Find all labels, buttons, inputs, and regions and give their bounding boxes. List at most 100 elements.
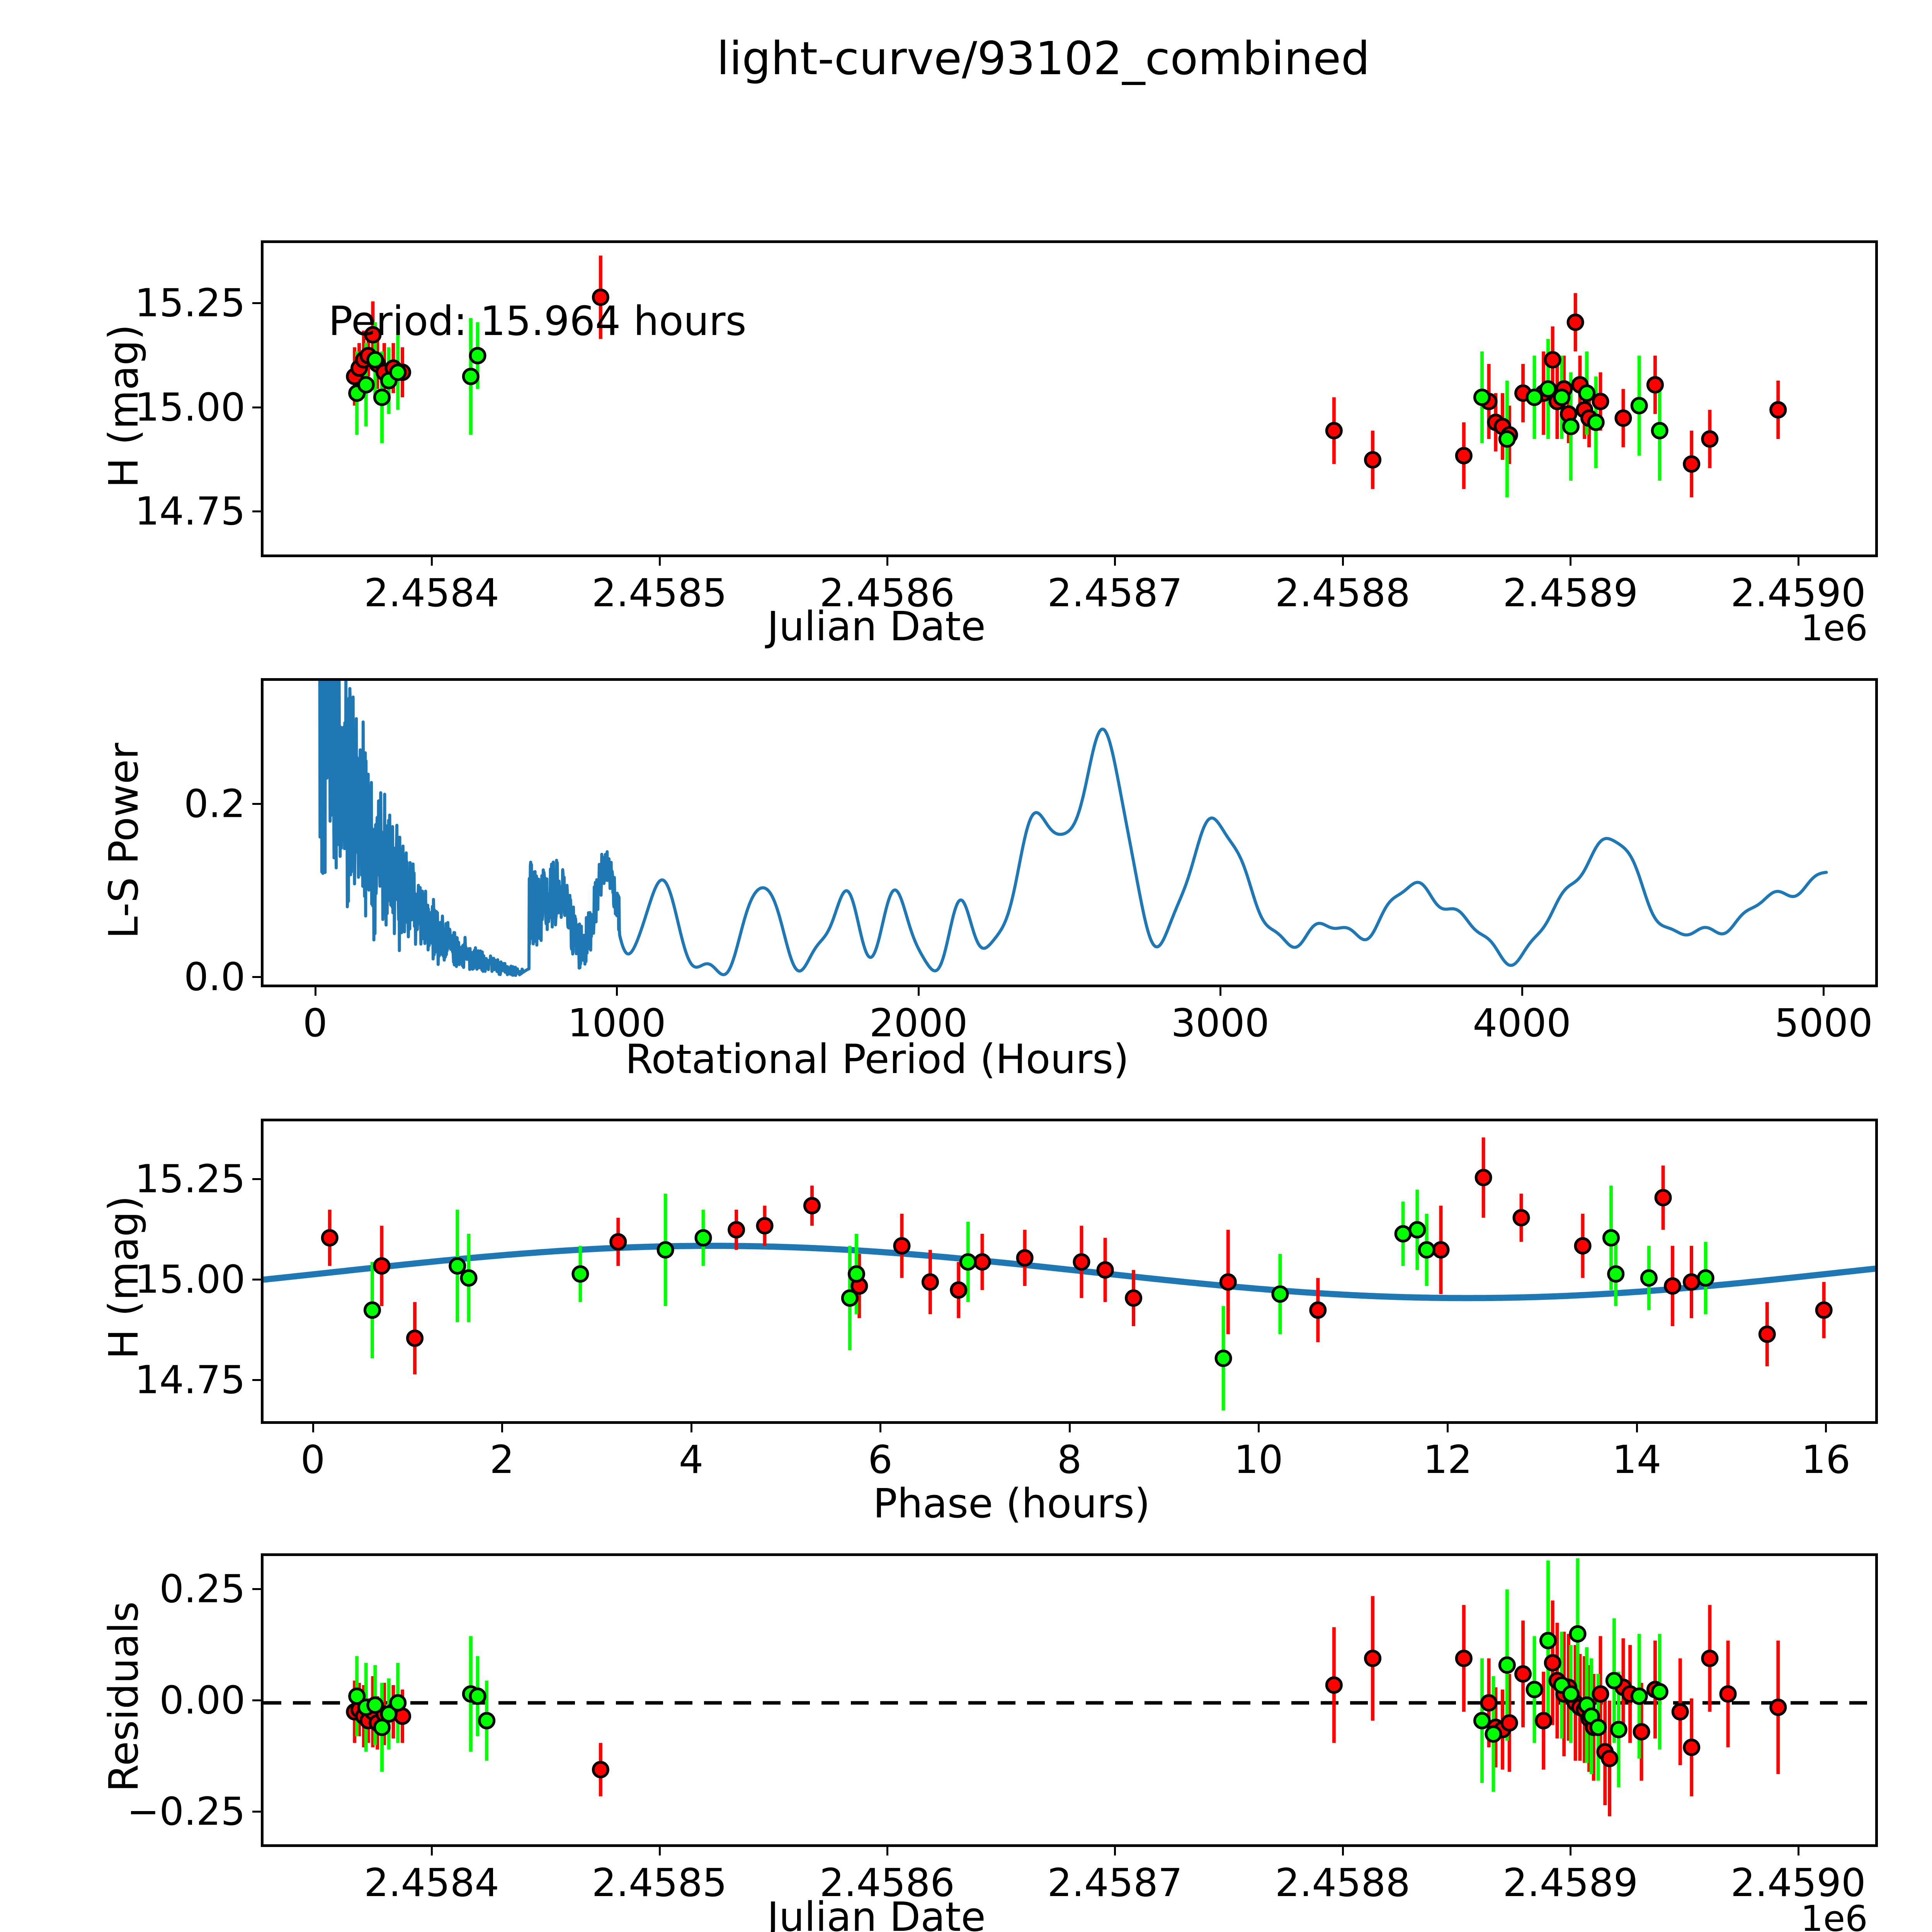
data-point [1364,1650,1382,1667]
panel-residuals-axes [261,1553,1878,1847]
data-point [1500,1714,1518,1732]
data-point [1016,1249,1034,1267]
x-tick-label: 2.4588 [1275,570,1410,616]
y-tick-mark [252,1699,261,1701]
x-tick-label: 6 [868,1437,893,1482]
x-tick-label: 12 [1423,1437,1473,1482]
y-tick-mark [252,1810,261,1813]
data-point [1589,1718,1607,1736]
data-point [1539,1632,1557,1650]
residuals-data-layer [264,1558,1875,1816]
y-tick-mark [252,803,261,805]
x-tick-label: 2.4587 [1047,570,1183,616]
panel-lightcurve [261,240,1878,557]
y-tick-mark [252,406,261,408]
data-point [959,1253,977,1271]
x-tick-label: 2 [490,1437,514,1482]
data-point [373,388,391,406]
data-point [1630,1687,1648,1705]
data-point [1514,1665,1532,1683]
x-tick-label: 2.4589 [1503,1860,1638,1905]
x-tick-mark [1114,557,1116,566]
x-tick-label: 2.4584 [364,1860,500,1905]
x-tick-label: 14 [1612,1437,1662,1482]
data-point [571,1265,589,1283]
data-point [1646,376,1664,394]
data-point [1758,1325,1776,1343]
data-point [478,1712,496,1730]
y-tick-label: 15.00 [134,1257,245,1302]
y-tick-label: 14.75 [134,488,245,534]
x-tick-label: 1000 [568,1000,666,1046]
phasefold-x-axis-label: Phase (hours) [873,1480,1150,1527]
data-point [1325,422,1343,440]
data-point [348,1687,366,1705]
data-point [1614,409,1632,427]
data-point [1325,1676,1343,1694]
data-point [592,1761,609,1779]
data-point [366,1696,384,1714]
x-tick-mark [1342,557,1344,566]
data-point [460,1269,478,1287]
x-tick-mark [1797,557,1799,566]
data-point [973,1253,991,1271]
data-point [592,288,609,306]
data-point [1475,1169,1492,1187]
data-point [1512,1209,1530,1226]
data-point [1394,1225,1412,1243]
data-point [1701,430,1719,448]
data-point [373,1257,391,1275]
data-point [1498,1656,1516,1674]
x-tick-mark [431,557,433,566]
data-point [1566,313,1584,331]
x-tick-mark [1342,1847,1344,1855]
figure-title: light-curve/93102_combined [716,32,1370,85]
panel-periodogram-axes [261,678,1878,987]
x-tick-label: 2.4584 [364,570,500,616]
x-tick-label: 5000 [1774,1000,1873,1046]
data-point [1526,1680,1543,1698]
data-point [1574,1237,1592,1255]
panel-phasefold [261,1119,1878,1424]
data-point [1592,1685,1609,1703]
x-tick-mark [658,557,661,566]
data-point [449,1257,466,1275]
data-point [694,1229,712,1247]
residuals-x-offset-label: 1e6 [1801,1898,1868,1932]
panel-phasefold-axes [261,1119,1878,1424]
x-tick-mark [918,987,920,996]
data-point [363,1301,381,1319]
data-point [1553,388,1571,406]
data-point [1697,1269,1714,1287]
data-point [1418,1241,1435,1259]
data-point [321,1229,338,1247]
x-tick-mark [658,1847,661,1855]
residuals-x-axis-label: Julian Date [767,1893,986,1932]
data-point [469,1687,486,1705]
data-point [1473,1712,1491,1730]
data-point [389,1694,407,1712]
data-point [841,1289,859,1307]
x-tick-label: 16 [1801,1437,1851,1482]
period-annotation: Period: 15.964 hours [328,298,747,345]
data-point [1587,413,1605,431]
lightcurve-x-offset-label: 1e6 [1801,607,1868,649]
x-tick-mark [1797,1847,1799,1855]
data-point [389,363,407,381]
y-tick-label: 15.25 [134,280,245,326]
data-point [1683,455,1701,473]
x-tick-mark [314,987,316,996]
data-point [1651,422,1668,440]
x-tick-mark [1114,1847,1116,1855]
panel-residuals [261,1553,1878,1847]
x-tick-label: 8 [1057,1437,1082,1482]
data-point [364,326,382,344]
x-tick-mark [886,1847,888,1855]
data-point [728,1221,745,1239]
lightcurve-x-axis-label: Julian Date [767,603,986,650]
x-tick-label: 0 [300,1437,325,1482]
sinusoid-fit-curve [264,1243,1875,1301]
x-tick-mark [1068,1424,1071,1432]
x-tick-label: 4000 [1473,1000,1571,1046]
